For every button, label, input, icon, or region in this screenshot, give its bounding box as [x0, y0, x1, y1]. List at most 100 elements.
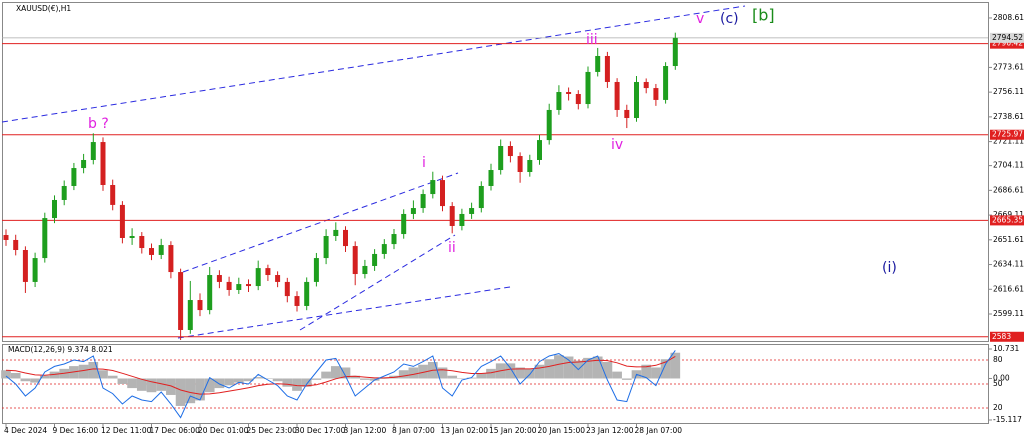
macd-bar: [398, 370, 409, 379]
candle-body: [265, 268, 271, 276]
candle-body: [32, 258, 38, 282]
macd-bar: [1, 370, 11, 379]
level-label: 2790.42: [992, 39, 1023, 48]
candle-body: [129, 236, 135, 238]
macd-bar: [437, 367, 448, 379]
macd-bar: [107, 375, 118, 379]
candle-body: [246, 284, 251, 287]
macd-bar: [486, 368, 496, 379]
candle-body: [323, 236, 329, 259]
level-label: 2583: [992, 332, 1011, 341]
y-tick-label: 2721.11: [993, 137, 1024, 146]
candle-body: [71, 168, 77, 186]
candle-body: [187, 300, 193, 330]
candle-body: [158, 245, 164, 255]
candle-body: [13, 239, 19, 251]
macd-bar: [321, 371, 331, 379]
candle-body: [284, 281, 290, 297]
candle-body: [575, 93, 581, 105]
candle-body: [401, 213, 407, 235]
candle-body: [517, 156, 523, 172]
candle-body: [566, 92, 572, 94]
candle-body: [391, 234, 397, 245]
macd-bar: [670, 352, 681, 379]
candle-body: [275, 275, 281, 282]
x-tick-label: 28 Jan 07:00: [635, 426, 683, 435]
macd-title: MACD(12,26,9) 9.374 8.021: [8, 345, 113, 354]
wave-label: iii: [586, 32, 598, 48]
macd-bar: [10, 372, 21, 379]
macd-bar: [136, 378, 147, 391]
macd-bar: [476, 372, 487, 379]
candle-body: [119, 204, 125, 238]
y-tick-label: 2756.11: [993, 87, 1024, 96]
candle-body: [595, 55, 601, 72]
candle-body: [449, 206, 455, 226]
macd-bar: [127, 378, 137, 389]
candle-body: [420, 194, 426, 209]
macd-bar: [447, 375, 458, 379]
macd-bar: [651, 367, 661, 379]
y-tick-label: -15.117: [993, 415, 1022, 424]
candle-body: [430, 180, 436, 195]
candle-body: [634, 81, 639, 119]
macd-bar: [49, 371, 60, 379]
y-tick-label: 2738.61: [993, 112, 1024, 121]
x-tick-label: 9 Dec 16:00: [53, 426, 99, 435]
level-label: 2725.97: [992, 130, 1023, 139]
macd-bar: [282, 378, 293, 387]
wave-label: b ?: [88, 116, 109, 132]
wave-label: v: [696, 11, 704, 27]
macd-bar: [554, 355, 564, 379]
y-tick-label: 2808.61: [993, 13, 1024, 22]
macd-bar: [20, 378, 31, 382]
candle-body: [556, 92, 562, 110]
candle-body: [537, 140, 542, 160]
candle-body: [372, 253, 378, 266]
macd-bar: [592, 356, 603, 379]
wave-label: i: [422, 155, 426, 171]
macd-bar: [204, 378, 215, 393]
macd-bar: [612, 371, 622, 379]
candle-body: [653, 88, 659, 100]
candle-body: [178, 272, 184, 330]
candle-body: [216, 275, 222, 282]
x-tick-label: 25 Dec 23:00: [247, 426, 298, 435]
x-tick-label: 20 Dec 01:00: [198, 426, 249, 435]
candle-body: [90, 142, 96, 160]
level-label-box: [990, 129, 1024, 140]
candle-body: [333, 229, 339, 237]
level-label-box: [990, 215, 1024, 226]
candle-body: [604, 55, 610, 82]
macd-bar: [379, 378, 390, 379]
y-tick-label: 2669.11: [993, 210, 1024, 219]
macd-bar: [408, 367, 419, 379]
candle-body: [362, 265, 368, 275]
trend-line: [177, 286, 511, 339]
x-tick-label: 8 Jan 07:00: [392, 426, 435, 435]
macd-bar: [583, 357, 593, 379]
candle-body: [488, 170, 494, 186]
signal-line: [5, 355, 676, 395]
y-tick-label: 0.00: [993, 373, 1010, 382]
macd-bar: [515, 367, 525, 379]
x-tick-label: 4 Dec 2024: [4, 426, 47, 435]
x-tick-label: 12 Dec 11:00: [101, 426, 152, 435]
candle-body: [614, 81, 620, 110]
candle-body: [168, 245, 174, 273]
macd-bar: [98, 370, 108, 379]
candle-body: [381, 244, 387, 254]
candle-body: [527, 159, 533, 172]
x-tick-label: 13 Jan 02:00: [441, 426, 489, 435]
macd-bar: [233, 378, 244, 383]
macd-bar: [214, 378, 225, 389]
trend-line: [1, 5, 746, 123]
macd-bar: [544, 359, 555, 379]
level-label: 2665.35: [992, 215, 1023, 224]
candle-body: [42, 218, 48, 259]
x-tick-label: 23 Jan 12:00: [586, 426, 634, 435]
candle-body: [478, 185, 484, 209]
candle-body: [313, 258, 319, 282]
candle-body: [226, 281, 232, 290]
